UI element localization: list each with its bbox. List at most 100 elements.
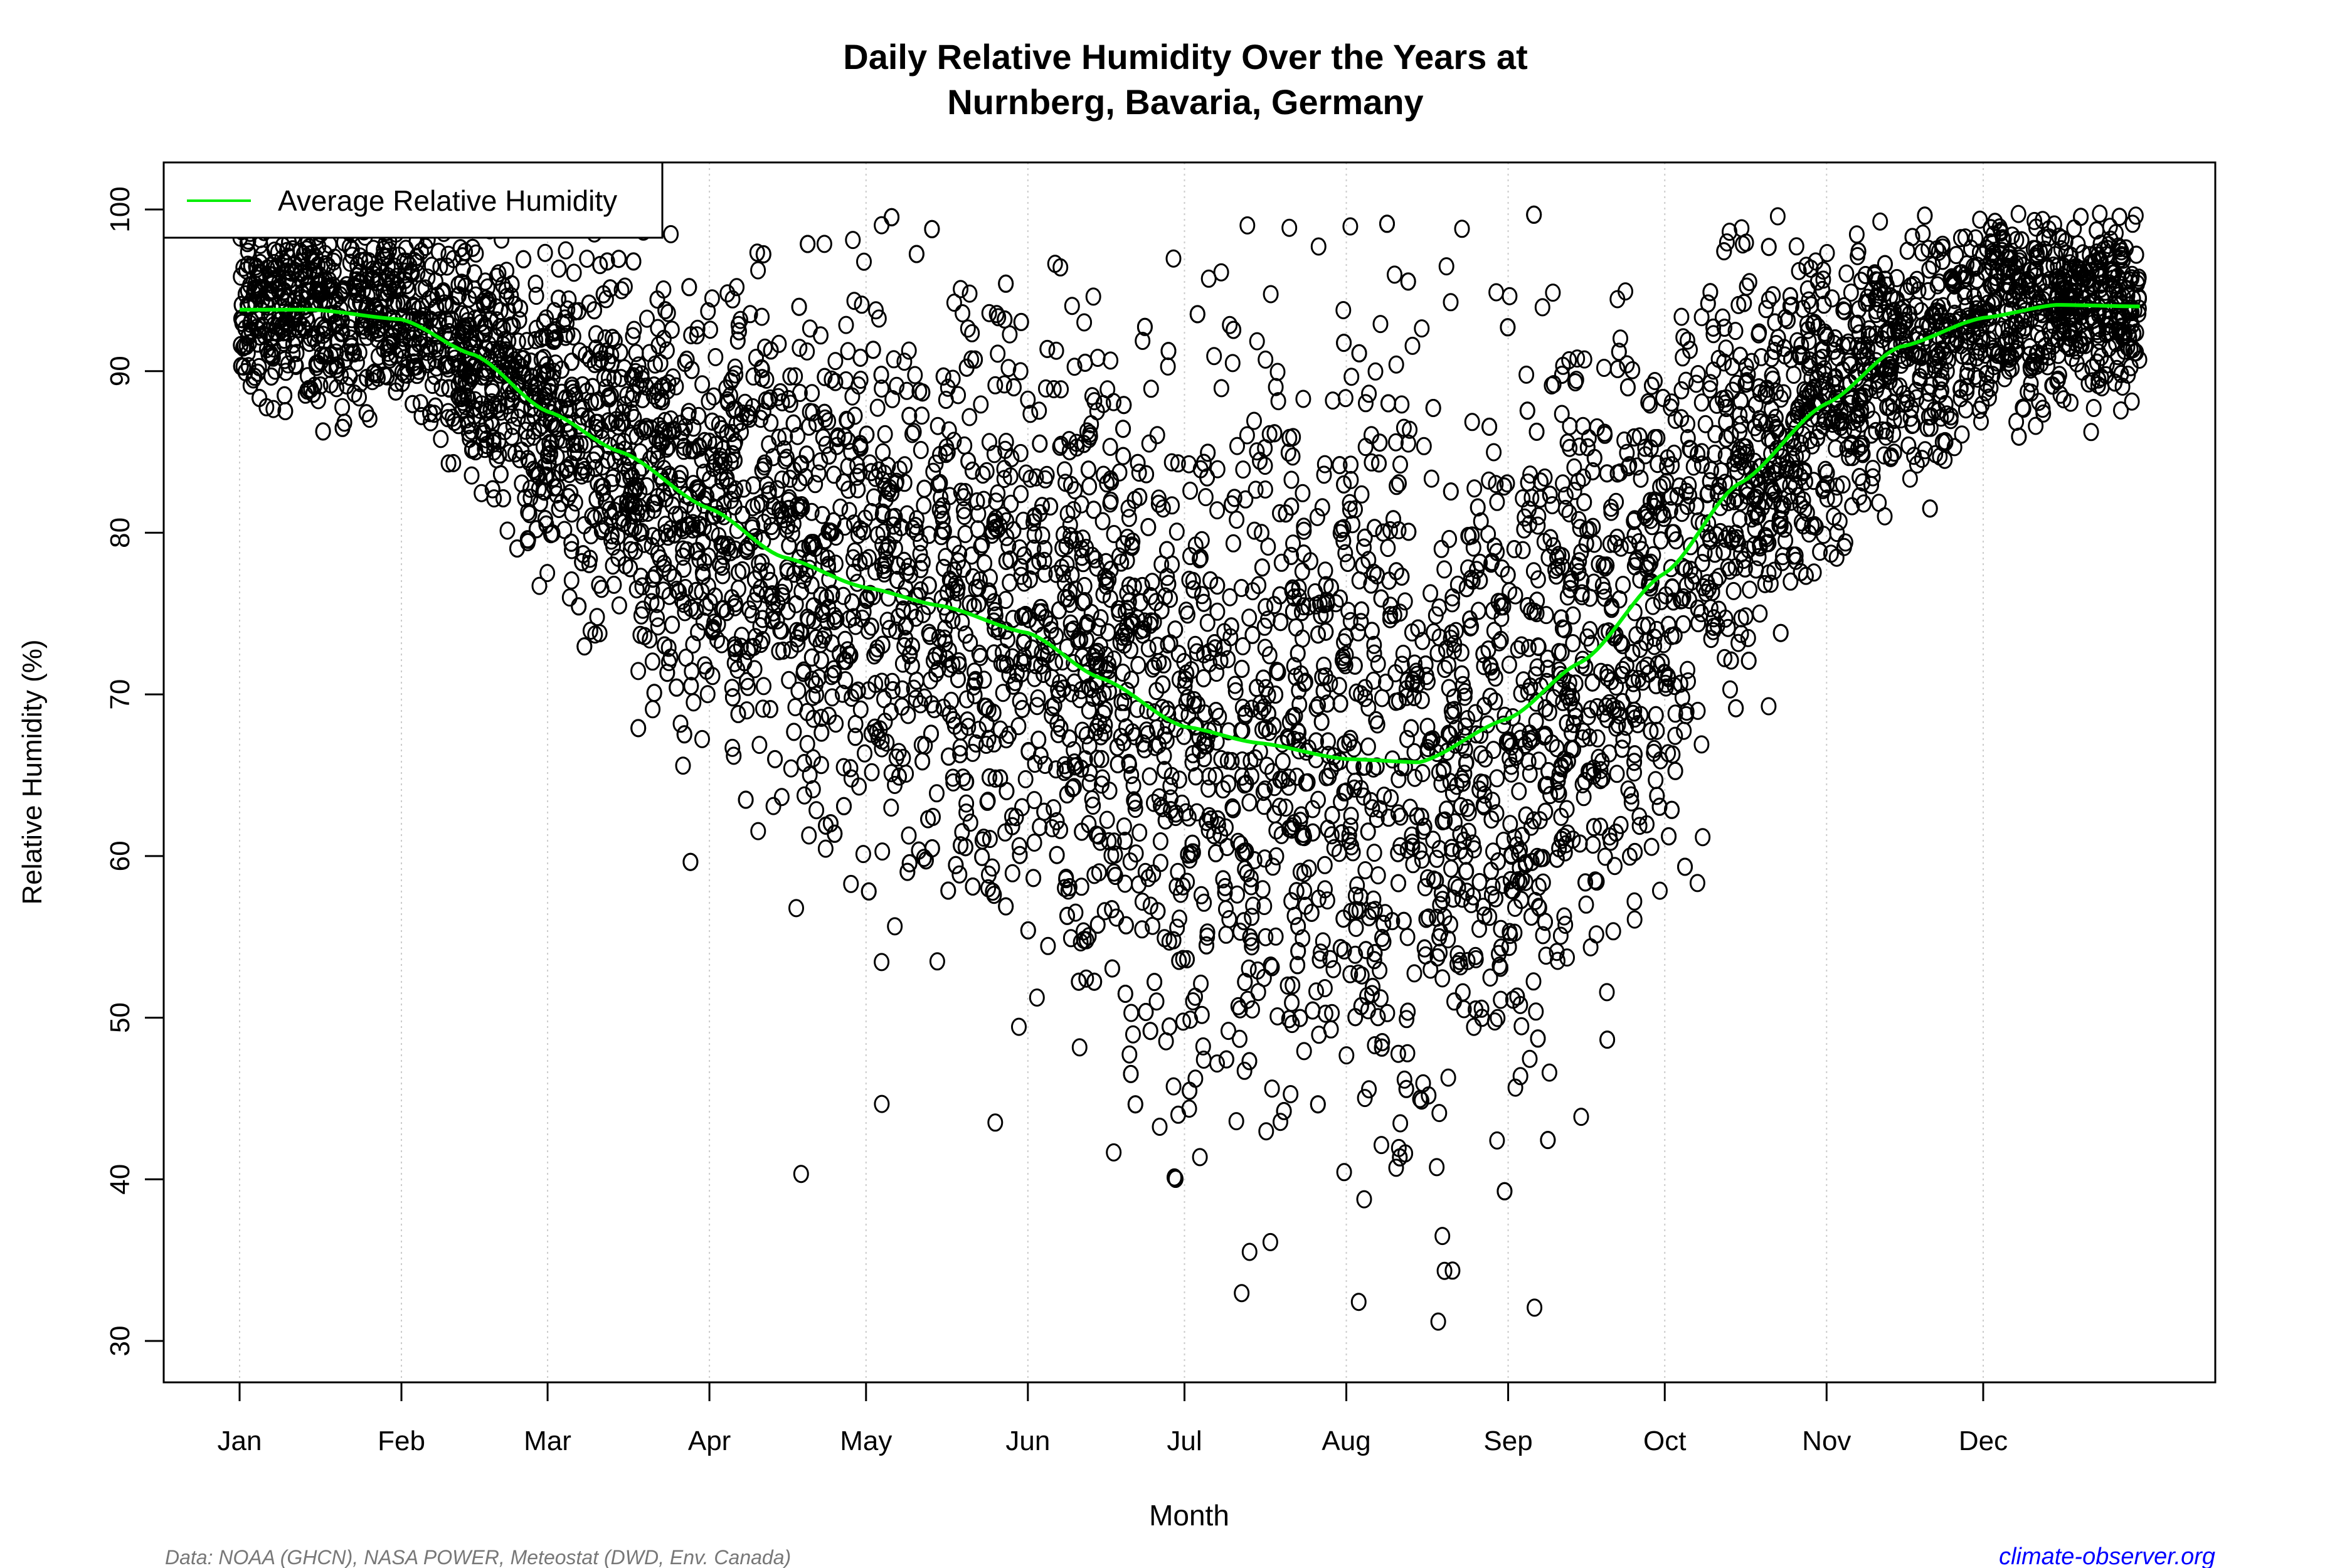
data-point — [1742, 580, 1758, 599]
data-point — [1261, 723, 1278, 741]
data-point — [1488, 804, 1505, 823]
data-point — [1187, 635, 1204, 654]
data-point — [1725, 581, 1742, 600]
data-point — [1046, 380, 1062, 398]
data-point — [1135, 332, 1151, 350]
data-point — [1446, 641, 1462, 660]
data-point — [537, 243, 553, 262]
data-point — [1122, 852, 1138, 871]
data-point — [777, 427, 793, 446]
data-point — [782, 367, 798, 386]
data-point — [1414, 691, 1430, 709]
data-point — [926, 700, 943, 719]
data-point — [1031, 401, 1047, 420]
data-point — [827, 352, 844, 371]
data-point — [1241, 959, 1257, 978]
data-point — [1761, 290, 1777, 309]
data-point — [1697, 415, 1714, 433]
data-point — [929, 784, 945, 803]
data-point — [589, 608, 605, 627]
data-point — [1157, 929, 1173, 948]
data-point — [1294, 562, 1310, 581]
data-point — [1316, 656, 1332, 675]
data-point — [551, 259, 567, 278]
data-point — [1578, 895, 1594, 914]
data-point — [1140, 639, 1157, 658]
data-point — [719, 284, 736, 303]
data-point — [660, 304, 676, 322]
data-point — [1407, 768, 1423, 787]
data-point — [906, 423, 922, 442]
data-point — [1456, 687, 1473, 706]
data-point — [1121, 1045, 1138, 1064]
data-point — [617, 277, 633, 296]
data-point — [1239, 864, 1255, 882]
data-point — [788, 899, 804, 918]
data-point — [1001, 726, 1017, 744]
data-point — [1207, 766, 1224, 785]
data-point — [1197, 704, 1213, 723]
data-point — [1347, 886, 1364, 905]
data-point — [874, 842, 891, 861]
data-point — [987, 620, 1003, 638]
data-point — [988, 305, 1005, 324]
data-point — [955, 304, 971, 322]
data-point — [1786, 366, 1802, 384]
data-point — [1116, 692, 1133, 711]
data-point — [875, 443, 891, 462]
data-point — [1429, 849, 1445, 868]
data-point — [1074, 721, 1091, 740]
data-point — [1356, 538, 1372, 557]
data-point — [423, 413, 439, 432]
data-point — [361, 410, 378, 428]
data-point — [1878, 421, 1895, 440]
data-point — [1391, 521, 1407, 539]
data-point — [1515, 489, 1531, 508]
data-point — [1284, 1015, 1300, 1034]
data-point — [1446, 992, 1462, 1011]
data-point — [1288, 618, 1304, 637]
data-point — [856, 252, 872, 271]
data-point — [1466, 1017, 1482, 1036]
data-point — [1316, 465, 1332, 484]
data-point — [1196, 893, 1212, 912]
data-point — [1422, 960, 1439, 979]
data-point — [1144, 573, 1160, 591]
data-point — [689, 326, 705, 345]
data-point — [799, 734, 815, 753]
data-point — [1169, 918, 1185, 937]
data-point — [1414, 764, 1431, 783]
data-point — [843, 769, 859, 788]
data-point — [1449, 955, 1465, 973]
data-point — [1244, 937, 1260, 956]
data-point — [1244, 582, 1261, 601]
data-point — [1369, 810, 1385, 828]
data-point — [1507, 586, 1523, 605]
data-point — [756, 677, 771, 696]
data-point — [445, 453, 462, 472]
data-point — [580, 409, 596, 428]
data-point — [1310, 790, 1326, 809]
data-point — [901, 341, 917, 360]
data-point — [1673, 381, 1690, 400]
data-point — [1389, 477, 1405, 495]
data-point — [748, 349, 764, 367]
data-point — [773, 788, 790, 807]
data-point — [1534, 298, 1550, 317]
data-point — [883, 798, 899, 817]
data-point — [1335, 301, 1352, 319]
data-point — [1806, 563, 1822, 582]
data-point — [1758, 300, 1774, 319]
data-point — [1064, 297, 1080, 315]
data-point — [591, 575, 607, 594]
data-point — [1370, 655, 1386, 673]
data-point — [891, 743, 907, 761]
data-point — [1123, 1004, 1140, 1022]
data-point — [1127, 800, 1143, 818]
data-point — [545, 469, 561, 487]
data-point — [945, 369, 961, 388]
data-point — [955, 768, 971, 787]
data-point — [539, 564, 556, 583]
data-point — [1337, 389, 1353, 408]
data-point — [852, 700, 869, 719]
